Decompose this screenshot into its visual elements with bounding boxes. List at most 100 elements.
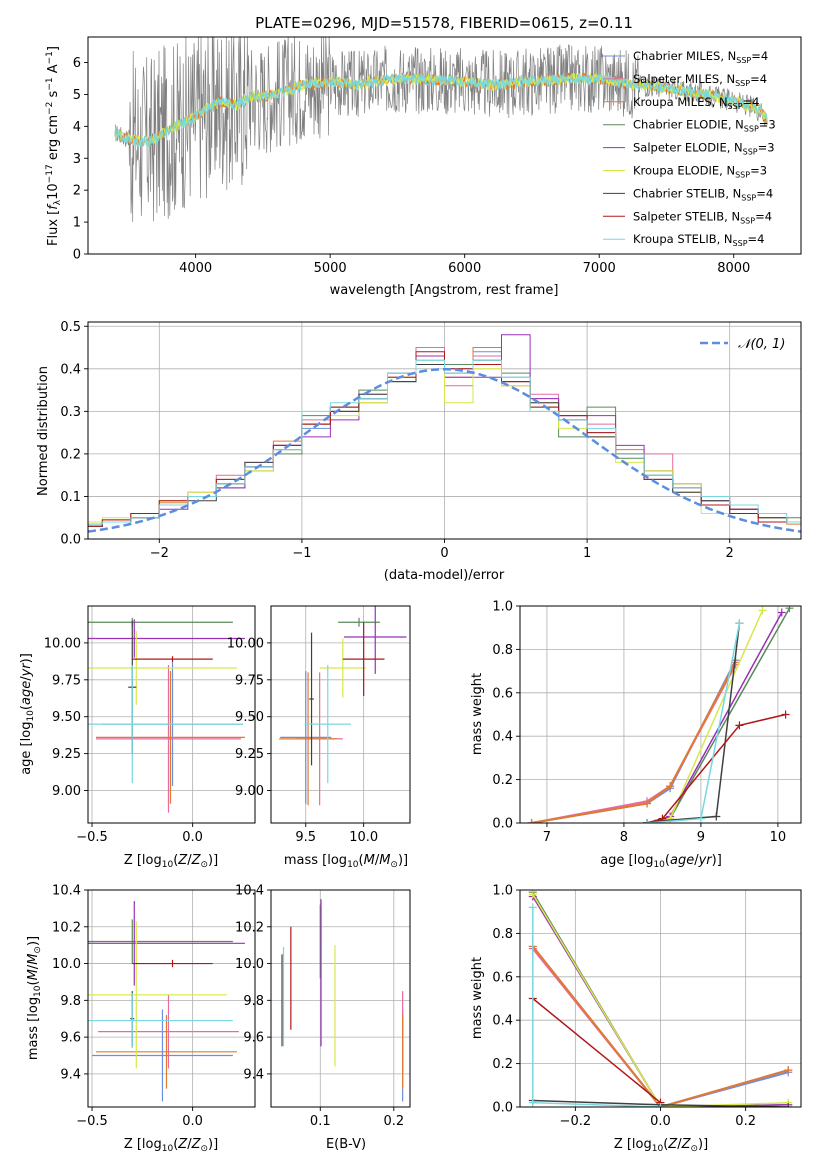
y-tick-label: 0.8 (492, 643, 513, 658)
y-tick-label: 10.2 (52, 920, 81, 935)
series-marker (643, 819, 652, 823)
y-axis-label: mass weight (470, 957, 485, 1039)
x-tick-label: 10.0 (349, 830, 378, 845)
legend-label: Chabrier MILES, NSSP=4 (633, 49, 768, 65)
series-marker (666, 782, 675, 791)
age-vs-mass-axes: 9.5 10.0 9.00 9.25 9.50 9.75 10.00 (227, 605, 411, 845)
y-tick-label: 0.4 (492, 730, 513, 745)
series-line (646, 713, 786, 823)
x-tick-label: −0.5 (76, 1114, 108, 1129)
y-tick-label: 10.0 (235, 957, 264, 972)
y-axis-label: mass weight (470, 673, 485, 755)
y-tick-label: 9.8 (60, 994, 81, 1009)
series-marker (781, 710, 790, 719)
y-tick-label: 9.25 (235, 747, 264, 762)
x-tick-label: 1 (583, 546, 591, 561)
x-tick-label: 4000 (179, 261, 212, 276)
axes-frame (270, 889, 411, 1108)
x-tick-label: 7 (543, 830, 551, 845)
x-axis-label: age [log10(age/yr)] (600, 853, 722, 870)
y-tick-label: 1.0 (492, 600, 513, 615)
y-tick-label: 5 (73, 88, 81, 103)
y-tick-label: 0.0 (60, 533, 81, 548)
x-tick-label: 0.0 (182, 1114, 203, 1129)
legend: Chabrier MILES, NSSP=4 Salpeter MILES, NS… (603, 49, 776, 248)
x-tick-label: 5000 (314, 261, 347, 276)
massweight-vs-Z-axes: −0.2 0.0 0.2 0.0 0.2 0.4 0.6 0.8 1.0 (492, 884, 802, 1129)
y-axis-label: Normed distribution (36, 366, 51, 496)
histogram-step (88, 359, 801, 525)
y-tick-label: 0.0 (492, 817, 513, 832)
x-axis-label: E(B-V) (326, 1137, 366, 1152)
x-tick-label: 9 (697, 830, 705, 845)
spectrum-axes: 4000 5000 6000 7000 8000 0 1 2 3 4 5 6 (73, 36, 802, 276)
y-tick-label: 1.0 (492, 884, 513, 899)
mass-vs-Z-axes: −0.5 0.0 9.4 9.6 9.8 10.0 10.2 10.4 (52, 884, 256, 1129)
y-tick-label: 10.4 (235, 884, 264, 899)
series-marker (528, 903, 537, 912)
x-tick-label: 0.1 (310, 1114, 331, 1129)
x-axis-label: mass [log10(M/M⊙)] (284, 853, 408, 870)
y-tick-label: 10.2 (235, 920, 264, 935)
x-tick-label: −1 (292, 546, 311, 561)
series-line (531, 661, 737, 823)
legend-label: Chabrier STELIB, NSSP=4 (633, 186, 773, 202)
y-tick-label: 6 (73, 56, 81, 71)
y-tick-label: 9.00 (235, 784, 264, 799)
series-marker (696, 814, 705, 823)
legend-label: 𝒩(0, 1) (738, 337, 785, 352)
axes-frame (87, 889, 256, 1108)
x-axis-label: Z [log10(Z/Z⊙)] (124, 853, 218, 870)
axes-frame (270, 605, 411, 824)
plot-area (88, 617, 245, 813)
y-tick-label: 10.0 (52, 957, 81, 972)
series-marker (643, 799, 652, 808)
series-marker (784, 1103, 793, 1107)
plot-area (88, 334, 801, 533)
x-axis-label: Z [log10(Z/Z⊙)] (124, 1137, 218, 1154)
series-line (532, 997, 661, 1104)
y-tick-label: 10.00 (44, 636, 81, 651)
plot-area (114, 37, 768, 223)
legend-label: Kroupa ELODIE, NSSP=3 (633, 164, 767, 180)
series-marker (758, 606, 767, 615)
plot-area (88, 901, 245, 1102)
series-marker (784, 1066, 793, 1075)
legend-label: Salpeter ELODIE, NSSP=3 (633, 141, 775, 157)
x-tick-label: 0.2 (383, 1114, 404, 1129)
y-tick-label: 10.4 (52, 884, 81, 899)
y-tick-label: 10.00 (227, 636, 264, 651)
y-tick-label: 0.3 (60, 405, 81, 420)
series-line (532, 945, 789, 1107)
series-marker (528, 1098, 537, 1107)
x-tick-label: 0.0 (182, 830, 203, 845)
x-axis-label: Z [log10(Z/Z⊙)] (614, 1137, 708, 1154)
massweight-vs-age-axes: 7 8 9 10 0.0 0.2 0.4 0.6 0.8 1.0 (492, 600, 802, 845)
x-tick-label: 0 (440, 546, 448, 561)
y-tick-label: 9.8 (243, 994, 264, 1009)
y-tick-label: 0.0 (492, 1101, 513, 1116)
y-tick-label: 9.4 (243, 1067, 264, 1082)
series-marker (712, 812, 721, 821)
series-line (646, 607, 791, 823)
y-tick-label: 0.6 (492, 686, 513, 701)
y-tick-label: 0.2 (492, 1057, 513, 1072)
series-marker (656, 1103, 665, 1107)
series-marker (735, 619, 744, 628)
y-tick-label: 0.4 (492, 1014, 513, 1029)
y-tick-label: 9.75 (52, 673, 81, 688)
series-marker (785, 606, 794, 613)
y-tick-label: 0.1 (60, 490, 81, 505)
axes-frame (87, 605, 256, 824)
plot-area (281, 899, 404, 1102)
y-tick-label: 9.00 (52, 784, 81, 799)
y-tick-label: 4 (73, 120, 81, 135)
y-tick-label: 0.4 (60, 362, 81, 377)
x-axis-label: (data-model)/error (384, 568, 505, 583)
y-tick-label: 9.4 (60, 1067, 81, 1082)
y-axis-label: mass [log10(M/M⊙)] (26, 936, 43, 1060)
x-tick-label: −0.2 (560, 1114, 592, 1129)
plot-area (528, 890, 793, 1107)
legend-label: Salpeter STELIB, NSSP=4 (633, 209, 772, 225)
normal-curve (88, 368, 801, 533)
